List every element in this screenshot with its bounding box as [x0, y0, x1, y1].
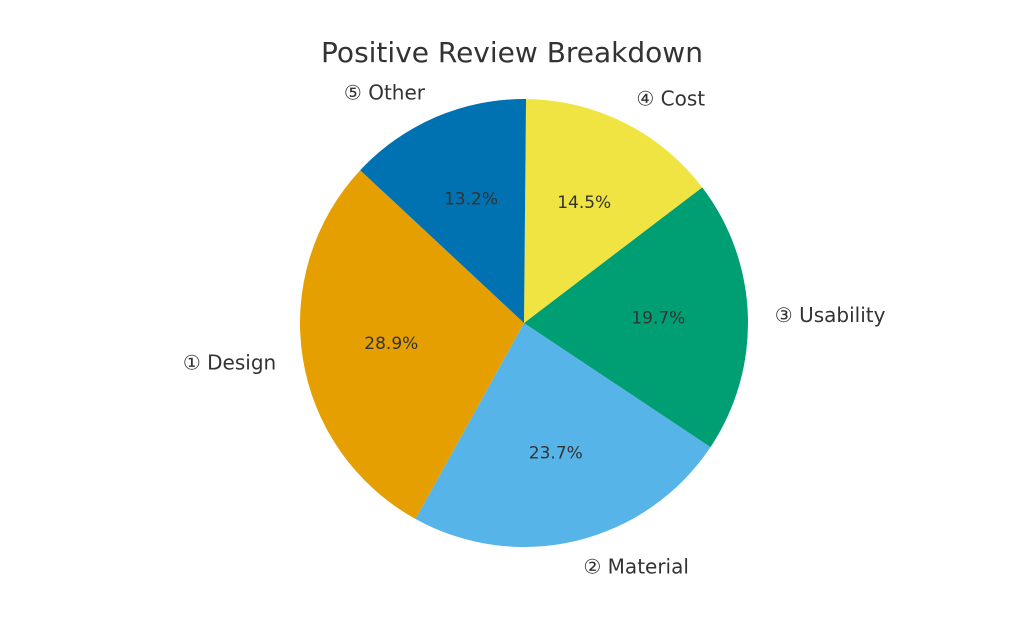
slice-cost [524, 99, 703, 323]
slice-usability [524, 187, 748, 448]
pct-label-cost: 14.5% [557, 193, 611, 213]
pct-label-design: 28.9% [364, 334, 418, 354]
slice-other [360, 99, 527, 323]
label-usability: ③ Usability [775, 303, 886, 327]
pct-label-material: 23.7% [529, 444, 583, 464]
label-material: ② Material [583, 555, 689, 579]
pie-labels: ① Design 28.9% ② Material 23.7% ③ Usability 1… [183, 81, 886, 579]
pct-label-usability: 19.7% [631, 309, 685, 329]
pie-slices [300, 99, 748, 548]
label-design: ① Design [183, 350, 276, 374]
chart-title: Positive Review Breakdown [321, 36, 703, 69]
label-other: ⑤ Other [344, 81, 426, 105]
pct-label-other: 13.2% [444, 190, 498, 210]
slice-material [415, 323, 711, 548]
label-cost: ④ Cost [636, 87, 705, 111]
slice-design [300, 170, 524, 519]
